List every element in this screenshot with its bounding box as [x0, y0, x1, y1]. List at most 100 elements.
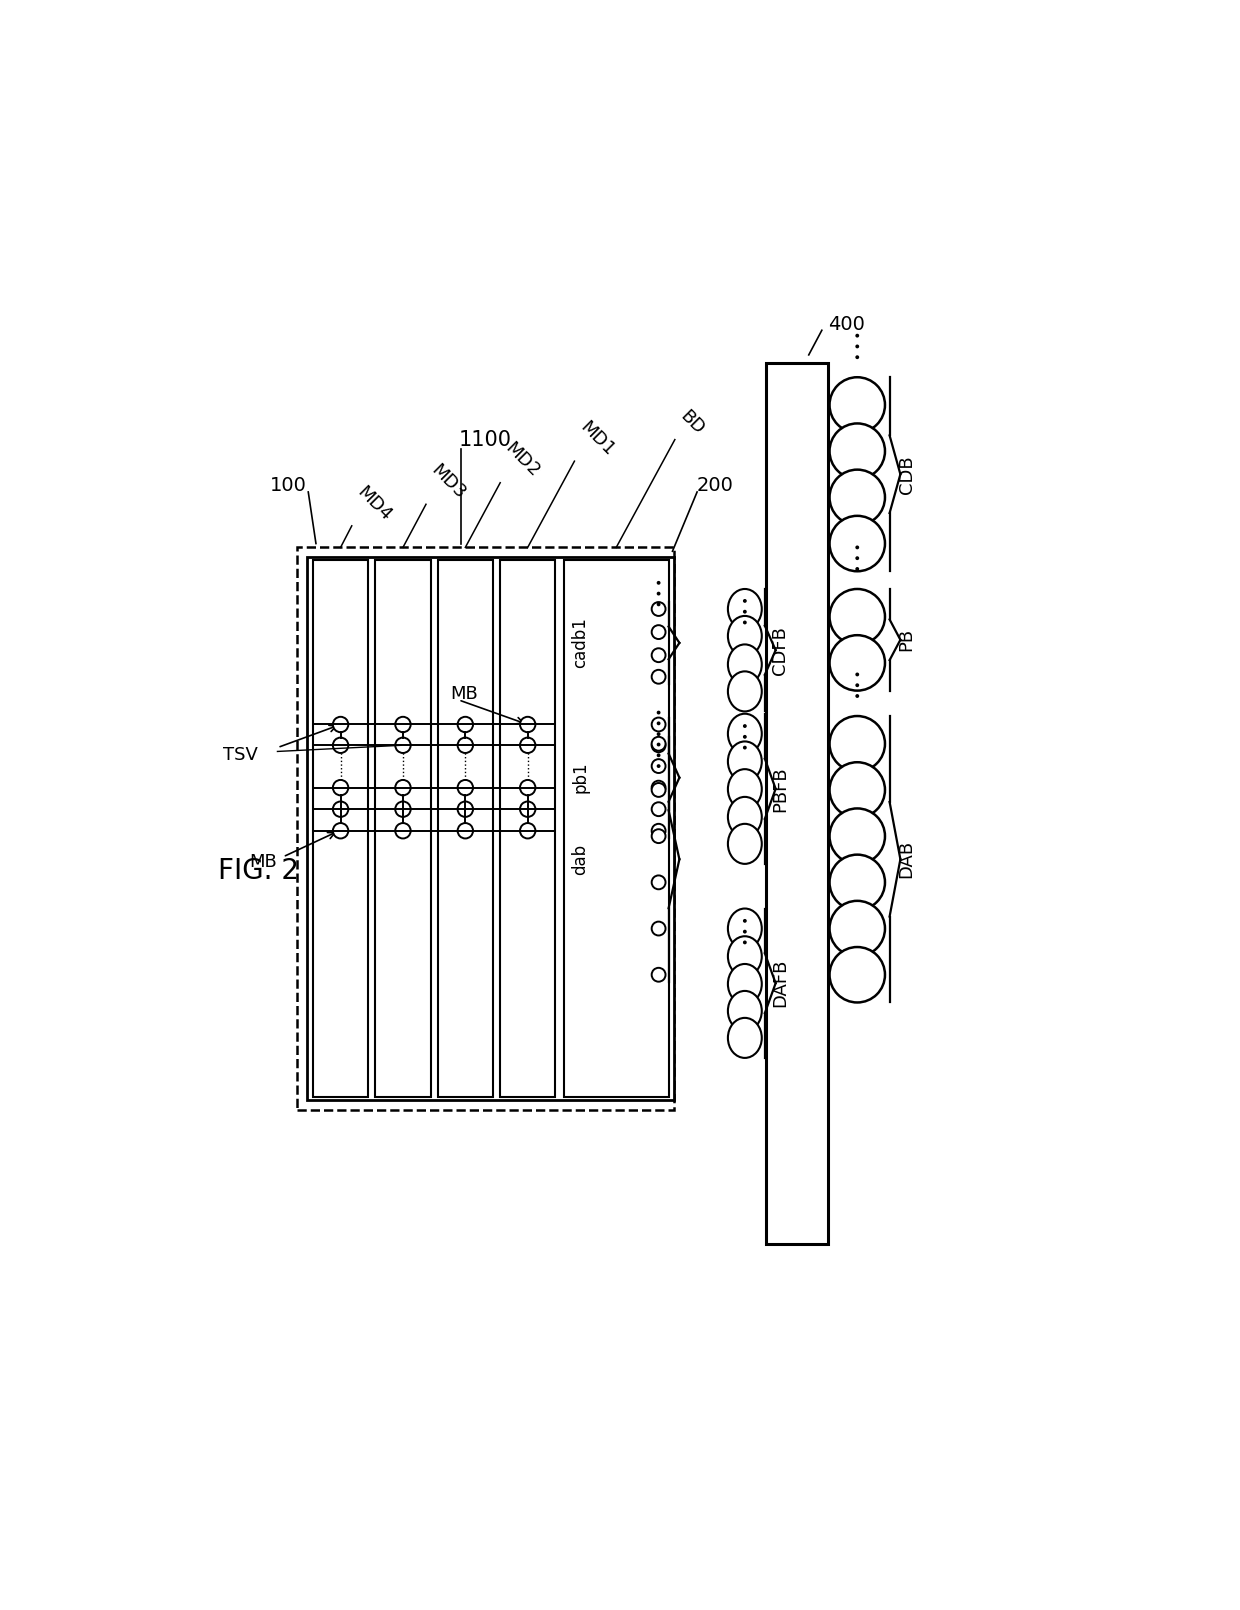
Circle shape	[652, 829, 666, 844]
Circle shape	[652, 625, 666, 639]
Text: cadb1: cadb1	[572, 618, 589, 668]
Circle shape	[657, 765, 661, 768]
Circle shape	[657, 753, 661, 757]
Text: MD3: MD3	[428, 460, 469, 502]
Circle shape	[652, 649, 666, 662]
Circle shape	[830, 636, 885, 691]
Ellipse shape	[728, 742, 761, 781]
Ellipse shape	[728, 713, 761, 753]
Text: MD4: MD4	[353, 483, 394, 525]
Circle shape	[458, 716, 472, 733]
Circle shape	[652, 876, 666, 889]
Text: FIG. 2: FIG. 2	[218, 857, 299, 886]
Circle shape	[856, 557, 859, 560]
Circle shape	[743, 745, 746, 750]
Circle shape	[830, 470, 885, 525]
Text: pb1: pb1	[572, 762, 589, 794]
Text: 200: 200	[697, 477, 734, 496]
Circle shape	[652, 782, 666, 797]
Bar	[296, 547, 675, 1109]
Circle shape	[652, 824, 666, 837]
Ellipse shape	[728, 964, 761, 1005]
Circle shape	[830, 808, 885, 865]
Circle shape	[743, 929, 746, 934]
Circle shape	[520, 802, 536, 816]
Circle shape	[520, 823, 536, 839]
Circle shape	[856, 356, 859, 359]
Text: PBFB: PBFB	[771, 766, 789, 811]
Circle shape	[743, 620, 746, 625]
Text: 400: 400	[828, 314, 864, 333]
Circle shape	[743, 610, 746, 613]
Ellipse shape	[728, 671, 761, 712]
Circle shape	[332, 716, 348, 733]
Circle shape	[332, 737, 348, 753]
Circle shape	[830, 377, 885, 433]
Text: TSV: TSV	[223, 747, 258, 765]
Ellipse shape	[728, 937, 761, 976]
Circle shape	[657, 721, 661, 724]
Circle shape	[856, 345, 859, 348]
Ellipse shape	[728, 589, 761, 630]
Circle shape	[332, 802, 348, 816]
Ellipse shape	[728, 990, 761, 1030]
Circle shape	[520, 779, 536, 795]
Circle shape	[743, 734, 746, 739]
Circle shape	[657, 591, 661, 596]
Circle shape	[652, 739, 666, 752]
Circle shape	[396, 779, 410, 795]
Circle shape	[657, 742, 661, 747]
Text: DAB: DAB	[898, 840, 915, 879]
Bar	[312, 560, 368, 1096]
Circle shape	[458, 823, 472, 839]
Circle shape	[520, 716, 536, 733]
Circle shape	[396, 823, 410, 839]
Circle shape	[743, 940, 746, 945]
Circle shape	[652, 602, 666, 617]
Circle shape	[830, 902, 885, 956]
Text: CDB: CDB	[898, 456, 915, 494]
Circle shape	[652, 760, 666, 773]
Ellipse shape	[728, 797, 761, 837]
Circle shape	[520, 737, 536, 753]
Circle shape	[830, 716, 885, 771]
Ellipse shape	[728, 1018, 761, 1058]
Circle shape	[332, 823, 348, 839]
Circle shape	[396, 737, 410, 753]
Bar	[500, 560, 556, 1096]
Circle shape	[830, 855, 885, 910]
Bar	[564, 560, 670, 1096]
Ellipse shape	[728, 824, 761, 865]
Bar	[306, 557, 675, 1100]
Circle shape	[652, 968, 666, 982]
Circle shape	[652, 737, 666, 750]
Circle shape	[652, 718, 666, 731]
Circle shape	[332, 779, 348, 795]
Circle shape	[458, 737, 472, 753]
Circle shape	[743, 724, 746, 728]
Circle shape	[458, 779, 472, 795]
Ellipse shape	[728, 617, 761, 655]
Text: CDFB: CDFB	[771, 626, 789, 675]
Bar	[438, 560, 494, 1096]
Circle shape	[652, 921, 666, 935]
Circle shape	[856, 673, 859, 676]
Circle shape	[830, 423, 885, 478]
Text: MD2: MD2	[502, 440, 543, 481]
Circle shape	[458, 802, 472, 816]
Text: DAFB: DAFB	[771, 960, 789, 1008]
Ellipse shape	[728, 908, 761, 948]
Circle shape	[652, 802, 666, 816]
Circle shape	[652, 781, 666, 795]
Circle shape	[396, 802, 410, 816]
Circle shape	[743, 599, 746, 602]
Circle shape	[856, 333, 859, 338]
Ellipse shape	[728, 644, 761, 684]
Text: BD: BD	[676, 407, 708, 438]
Text: MD1: MD1	[575, 419, 618, 459]
Text: PB: PB	[898, 628, 915, 652]
Bar	[376, 560, 430, 1096]
Circle shape	[830, 947, 885, 1003]
Circle shape	[856, 546, 859, 549]
Circle shape	[657, 710, 661, 715]
